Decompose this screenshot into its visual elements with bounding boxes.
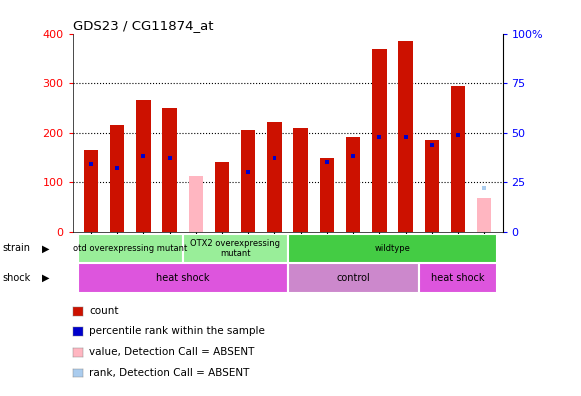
Bar — [288, 263, 419, 293]
Bar — [419, 263, 497, 293]
Bar — [110, 125, 124, 232]
Bar — [477, 198, 492, 232]
Bar — [136, 101, 150, 232]
Bar — [78, 263, 288, 293]
Bar — [272, 156, 277, 160]
Bar — [89, 162, 93, 166]
Bar — [456, 133, 460, 137]
Bar — [215, 162, 229, 232]
Text: rank, Detection Call = ABSENT: rank, Detection Call = ABSENT — [89, 367, 249, 378]
Bar — [425, 140, 439, 232]
Text: GDS23 / CG11874_at: GDS23 / CG11874_at — [73, 19, 213, 32]
Bar — [404, 135, 407, 139]
Text: otd overexpressing mutant: otd overexpressing mutant — [73, 244, 188, 253]
Bar — [115, 166, 119, 170]
Text: control: control — [336, 273, 370, 283]
Bar — [246, 170, 250, 174]
Text: heat shock: heat shock — [431, 273, 485, 283]
Bar — [320, 158, 334, 232]
Bar — [293, 128, 308, 232]
Bar — [168, 156, 171, 160]
Bar — [189, 176, 203, 232]
Text: strain: strain — [3, 243, 31, 253]
Bar — [430, 143, 434, 147]
Text: count: count — [89, 306, 119, 316]
Bar — [84, 150, 98, 232]
Text: ▶: ▶ — [42, 273, 49, 283]
Text: OTX2 overexpressing
mutant: OTX2 overexpressing mutant — [190, 239, 280, 258]
Bar — [378, 135, 381, 139]
Text: shock: shock — [3, 273, 31, 283]
Bar — [451, 86, 465, 232]
Bar — [183, 234, 288, 263]
Bar — [163, 108, 177, 232]
Bar — [351, 154, 355, 158]
Text: percentile rank within the sample: percentile rank within the sample — [89, 326, 265, 337]
Bar — [346, 137, 360, 232]
Bar — [482, 186, 486, 190]
Text: heat shock: heat shock — [156, 273, 210, 283]
Bar — [372, 48, 386, 232]
Text: ▶: ▶ — [42, 243, 49, 253]
Text: wildtype: wildtype — [375, 244, 410, 253]
Bar — [241, 130, 256, 232]
Text: value, Detection Call = ABSENT: value, Detection Call = ABSENT — [89, 347, 254, 357]
Bar — [288, 234, 497, 263]
Bar — [399, 41, 413, 232]
Bar — [325, 160, 329, 164]
Bar — [78, 234, 183, 263]
Bar — [141, 154, 145, 158]
Bar — [267, 122, 282, 232]
